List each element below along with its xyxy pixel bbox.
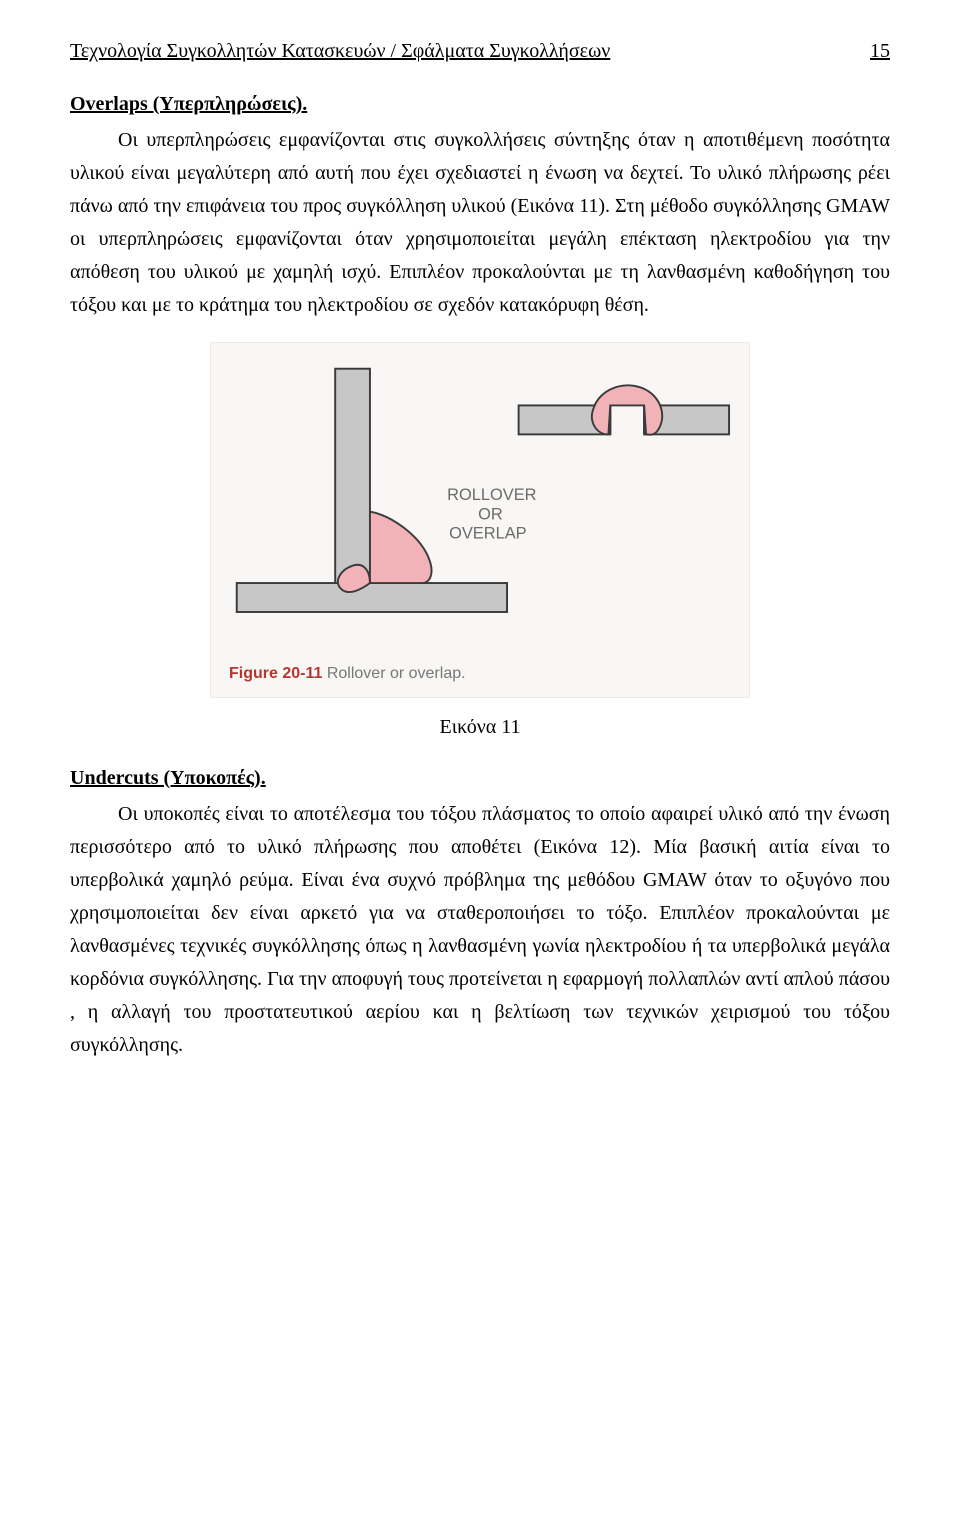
header-title: Τεχνολογία Συγκολλητών Κατασκευών / Σφάλ… [70,40,610,63]
paragraph-undercuts: Οι υποκοπές είναι το αποτέλεσμα του τόξο… [70,798,890,1062]
paragraph-overlaps: Οι υπερπληρώσεις εμφανίζονται στις συγκο… [70,124,890,322]
rollover-label-3: OVERLAP [449,525,527,543]
rollover-label-2: OR [478,505,503,523]
figure-rollover: ROLLOVER OR OVERLAP Figure 20-11 Rollove… [210,342,750,698]
section-title-undercuts: Undercuts (Υποκοπές). [70,767,890,790]
figure-source-caption: Figure 20-11 Rollover or overlap. [229,665,731,683]
figure-caption: Εικόνα 11 [70,716,890,739]
section-title-overlaps: Overlaps (Υπερπληρώσεις). [70,93,890,116]
page-header: Τεχνολογία Συγκολλητών Κατασκευών / Σφάλ… [70,40,890,63]
document-page: Τεχνολογία Συγκολλητών Κατασκευών / Σφάλ… [0,0,960,1122]
page-number: 15 [870,40,890,63]
rollover-label-1: ROLLOVER [447,486,537,504]
figure-source-text: Rollover or overlap. [327,665,466,682]
figure-source-number: Figure 20-11 [229,665,322,682]
rollover-diagram-svg: ROLLOVER OR OVERLAP [229,361,731,651]
